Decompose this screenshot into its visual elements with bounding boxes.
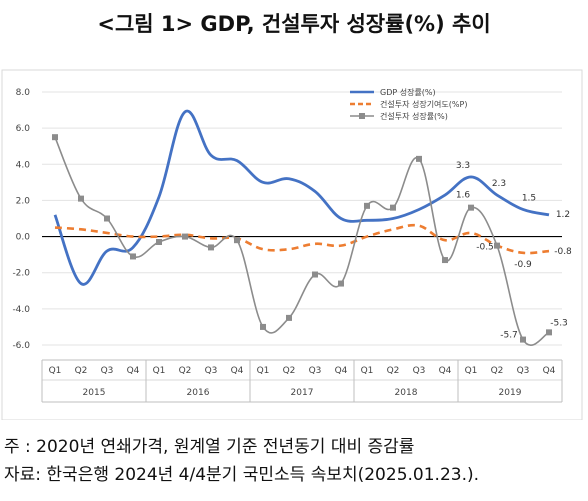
data-label: -0.8: [554, 247, 572, 257]
series-marker: [130, 253, 136, 260]
data-label: -5.3: [550, 318, 568, 328]
series-marker: [156, 238, 162, 245]
y-tick-label: 4.0: [16, 160, 31, 170]
series-marker: [182, 233, 188, 240]
series-marker: [208, 244, 214, 251]
year-label: 2017: [291, 388, 314, 398]
y-tick-label: 8.0: [16, 88, 31, 98]
legend-label: 건설투자 성장률(%): [380, 111, 448, 121]
series-marker: [520, 336, 526, 343]
x-tick-label: Q3: [517, 366, 530, 376]
data-labels: 3.3 2.3 1.5 1.2 -0.9 -0.8 1.6 -0.5 -5.7 -5.3: [456, 161, 572, 341]
series-marker: [390, 204, 396, 211]
series-marker: [78, 195, 84, 202]
chart-title: <그림 1> GDP, 건설투자 성장률(%) 추이: [97, 12, 491, 36]
series-marker: [104, 215, 110, 222]
y-tick-label: -4.0: [12, 305, 30, 315]
x-tick-label: Q3: [413, 366, 426, 376]
series-marker: [260, 323, 266, 330]
data-label: 1.5: [522, 193, 536, 203]
series-marker: [338, 280, 344, 287]
x-tick-label: Q2: [75, 366, 88, 376]
y-tick-label: 0.0: [16, 233, 31, 243]
series-line-1: [54, 223, 550, 255]
legend-label: 건설투자 성장기여도(%P): [380, 99, 467, 109]
chart-area: 8.0 6.0 4.0 2.0 0.0 -2.0 -4.0 -6.0 Q1 Q2 Q3 Q4 Q1 Q2 Q…: [0, 60, 588, 421]
x-tick-label: Q1: [49, 366, 62, 376]
year-label: 2019: [499, 388, 522, 398]
series-marker: [468, 204, 474, 211]
year-label: 2015: [83, 388, 106, 398]
x-tick-label: Q1: [465, 366, 478, 376]
data-label: 1.6: [456, 191, 471, 201]
series-line-0: [53, 109, 550, 286]
series-marker: [442, 257, 448, 264]
line-chart: 8.0 6.0 4.0 2.0 0.0 -2.0 -4.0 -6.0 Q1 Q2 Q3 Q4 Q1 Q2 Q…: [1, 69, 583, 421]
series-marker: [234, 237, 240, 244]
series-marker: [364, 202, 370, 209]
x-tick-label: Q2: [387, 366, 400, 376]
y-tick-label: -6.0: [12, 341, 30, 351]
x-tick-label: Q3: [101, 366, 114, 376]
data-label: 2.3: [492, 179, 506, 189]
y-tick-label: 6.0: [16, 124, 31, 134]
series-marker: [52, 134, 58, 141]
series-marker: [286, 314, 292, 321]
axes: 8.0 6.0 4.0 2.0 0.0 -2.0 -4.0 -6.0 Q1 Q2 Q3 Q4 Q1 Q2 Q…: [12, 88, 563, 403]
year-label: 2018: [395, 388, 418, 398]
source-note: 자료: 한국은행 2024년 4/4분기 국민소득 속보치(2025.01.23…: [4, 465, 480, 485]
data-label: 3.3: [456, 161, 470, 171]
x-tick-label: Q3: [309, 366, 322, 376]
series-marker: [494, 242, 500, 249]
x-tick-label: Q2: [491, 366, 504, 376]
year-label: 2016: [187, 388, 210, 398]
x-tick-label: Q3: [205, 366, 218, 376]
series-marker: [546, 329, 552, 336]
y-tick-label: 2.0: [16, 196, 31, 206]
y-tick-label: -2.0: [12, 269, 30, 279]
x-tick-label: Q4: [335, 366, 348, 376]
series-marker: [312, 271, 318, 278]
x-tick-label: Q1: [361, 366, 374, 376]
legend-label: GDP 성장률(%): [380, 87, 436, 97]
legend-marker: [359, 113, 365, 119]
x-tick-label: Q1: [153, 366, 166, 376]
x-tick-label: Q2: [283, 366, 296, 376]
x-tick-label: Q4: [231, 366, 244, 376]
x-tick-label: Q4: [127, 366, 140, 376]
x-tick-label: Q2: [179, 366, 192, 376]
x-tick-label: Q4: [439, 366, 452, 376]
data-label: -0.9: [514, 260, 532, 270]
x-tick-label: Q4: [543, 366, 556, 376]
gridlines: [42, 91, 562, 346]
data-label: 1.2: [556, 210, 570, 220]
legend: GDP 성장률(%) 건설투자 성장기여도(%P) 건설투자 성장률(%): [350, 87, 467, 121]
x-tick-label: Q1: [257, 366, 270, 376]
data-label: -5.7: [500, 331, 518, 341]
series-marker: [416, 155, 422, 162]
series-line-2: [54, 136, 550, 347]
footnote: 주 : 2020년 연쇄가격, 원계열 기준 전년동기 대비 증감률: [4, 437, 415, 457]
data-label: -0.5: [476, 243, 494, 253]
series-lines: [52, 109, 552, 347]
